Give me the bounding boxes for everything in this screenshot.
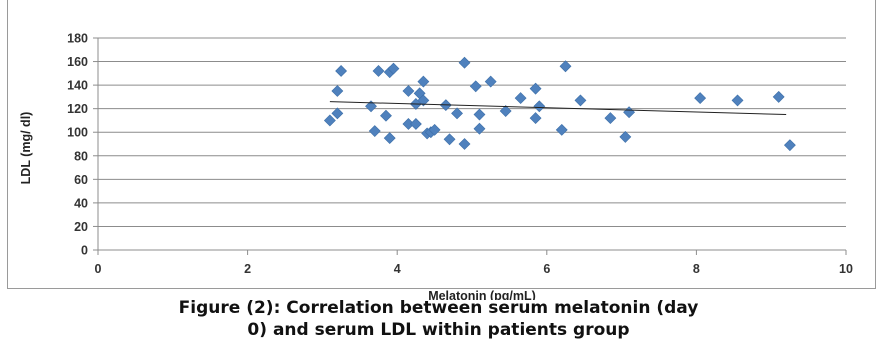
x-tick-label: 6 — [543, 262, 550, 276]
scatter-chart: 0 20 40 60 80 100 120 140 160 180 0 2 4 6 8 10 Melaton… — [19, 32, 853, 301]
data-point — [335, 65, 348, 77]
data-point — [417, 94, 430, 107]
data-point — [380, 109, 392, 122]
chart-frame — [7, 0, 876, 289]
data-point — [443, 133, 456, 146]
x-tick-label: 0 — [95, 262, 102, 276]
y-tick-label: 180 — [67, 32, 88, 46]
y-tick-label: 20 — [74, 220, 88, 234]
data-point — [428, 123, 441, 136]
data-point — [533, 100, 546, 113]
data-points — [323, 56, 796, 152]
data-point — [365, 100, 377, 113]
figure-caption-line-1: Figure (2): Correlation between serum me… — [178, 298, 699, 318]
y-tick-label: 0 — [81, 244, 88, 258]
data-point — [323, 114, 336, 127]
data-point — [772, 90, 785, 103]
data-point — [409, 118, 422, 130]
data-point — [368, 125, 381, 137]
data-point — [469, 80, 482, 93]
data-point — [555, 123, 568, 136]
data-point — [458, 138, 471, 150]
x-tick-labels: 0 2 4 6 8 10 — [95, 262, 853, 276]
data-point — [458, 56, 471, 69]
x-axis-label: Melatonin (pg/mL) — [428, 289, 536, 300]
data-point — [331, 107, 344, 120]
y-tick-label: 140 — [67, 79, 88, 93]
trendline-group — [329, 101, 787, 116]
data-point — [473, 108, 486, 121]
data-point — [383, 132, 396, 145]
data-point — [499, 105, 512, 117]
x-tick-label: 2 — [244, 262, 251, 276]
data-point — [387, 62, 400, 75]
y-tick-label: 40 — [74, 196, 88, 210]
data-point — [402, 85, 415, 97]
data-point — [731, 94, 744, 107]
y-tick-label: 120 — [67, 102, 88, 116]
x-tick-label: 8 — [693, 262, 700, 276]
data-point — [529, 112, 542, 125]
data-point — [331, 85, 344, 97]
y-tick-label: 60 — [74, 173, 88, 187]
gridlines — [98, 37, 846, 227]
data-point — [473, 122, 486, 135]
y-axis-label: LDL (mg/ dl) — [19, 112, 33, 185]
axes — [93, 37, 847, 255]
data-point — [529, 82, 542, 95]
figure-caption-line-2: 0) and serum LDL within patients group — [247, 320, 630, 340]
y-tick-labels: 0 20 40 60 80 100 120 140 160 180 — [67, 32, 88, 258]
data-point — [484, 75, 497, 88]
y-tick-label: 100 — [67, 126, 88, 140]
data-point — [451, 107, 463, 120]
data-point — [559, 60, 572, 73]
data-point — [372, 65, 385, 77]
y-tick-label: 160 — [67, 55, 88, 69]
data-point — [619, 131, 632, 143]
data-point — [694, 92, 707, 104]
data-point — [514, 92, 527, 104]
x-tick-label: 10 — [839, 262, 853, 276]
data-point — [574, 94, 587, 107]
x-tick-label: 4 — [394, 262, 401, 276]
data-point — [417, 75, 430, 88]
trendline — [329, 101, 787, 116]
data-point — [783, 139, 796, 152]
data-point — [604, 112, 617, 125]
y-tick-label: 80 — [74, 149, 88, 163]
